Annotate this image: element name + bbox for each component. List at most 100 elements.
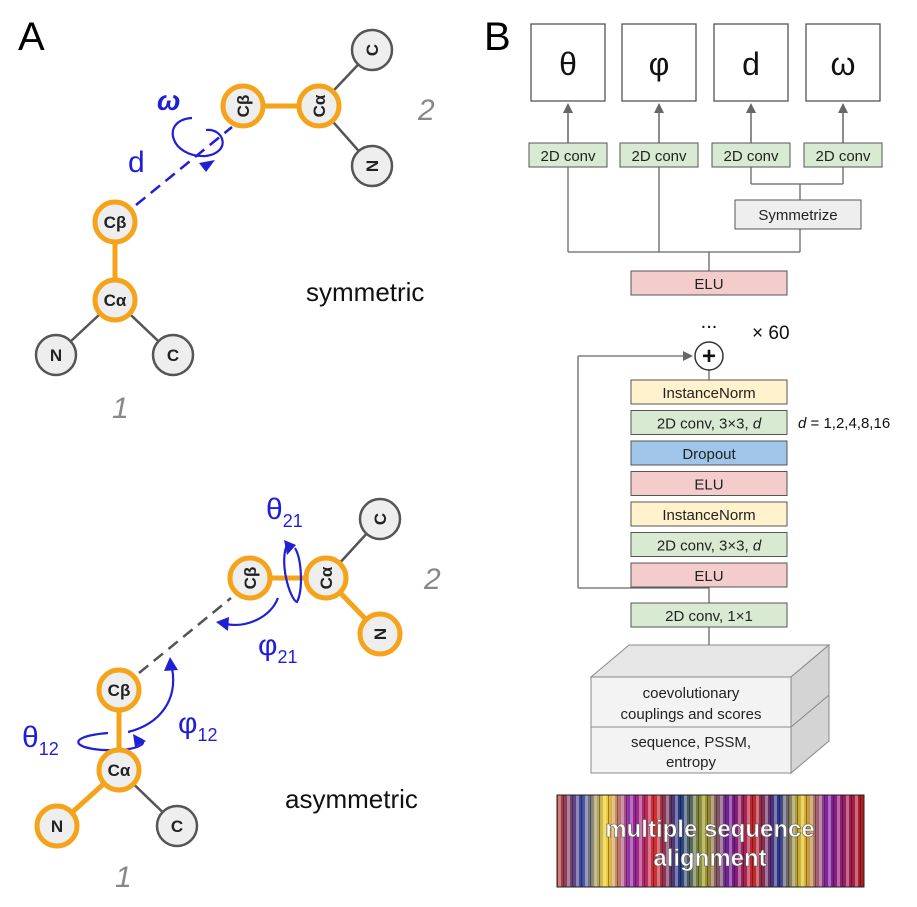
symmetrize-box: Symmetrize [734,199,862,230]
block-layer-label: ELU [694,568,723,585]
asymmetric-diagram: θ12 φ12 θ21 φ21 Cβ Cα N C Cβ Cα C N 1 2 … [22,493,441,894]
block-layer-label: InstanceNorm [662,507,755,524]
c-atom-1 [151,333,195,377]
head-conv-theta: 2D conv [528,142,608,168]
msa-label-line1: multiple sequence [605,816,814,843]
theta21-label: θ21 [266,493,303,531]
ca-label-2: Cα [310,94,329,117]
block-layer-elu: ELU [630,471,788,496]
network-diagram: θ φ d ω 2D conv 2D conv 2D con [528,23,890,888]
input-conv-label: 2D conv, 1×1 [665,608,753,625]
theta12-label: θ12 [22,721,59,759]
block-layer-norm: InstanceNorm [630,379,788,405]
head-conv-omega-label: 2D conv [815,148,871,165]
cb-atom-1 [92,199,138,245]
n-atom-2 [350,144,394,188]
feature-tensor-block: coevolutionary couplings and scores sequ… [589,643,831,775]
block-layer-dropout: Dropout [630,440,788,466]
n-atom-1b [34,803,80,849]
c-label-2b: C [371,513,390,525]
symmetric-diagram: ω d Cβ Cα N C Cβ Cα C N 1 2 symmetric [34,28,435,425]
head-conv-phi-label: 2D conv [631,148,687,165]
phi12-rotation-arrow [127,667,175,734]
cb-label-2: Cβ [234,95,253,118]
phi21-arrowhead [216,617,229,631]
ca-label-1: Cα [104,291,127,310]
msa-image: multiple sequence alignment [556,794,865,888]
output-phi-label: φ [649,46,670,82]
phi21-rotation-arrow [225,597,280,626]
phi12-arrowhead [164,657,178,671]
theta12-arrowhead [133,734,146,747]
output-theta-label: θ [559,46,577,82]
c-label-2: C [363,44,382,56]
ellipsis: ... [701,311,718,333]
residue-number-1: 1 [112,392,129,425]
head-conv-d-label: 2D conv [723,148,779,165]
distance-dashed-line [135,126,233,206]
omega-label: ω [157,85,180,116]
block-layer-elu: ELU [630,562,788,588]
residue-number-2: 2 [417,94,435,127]
panel-b-letter: B [484,15,511,59]
n-atom-1 [34,333,78,377]
theta21-rotation-arrow [283,542,302,604]
residual-add-node [694,341,724,371]
phi21-label: φ21 [258,629,297,667]
cb-label-2b: Cβ [241,567,260,590]
c-label-1: C [167,346,179,365]
repeat-count: × 60 [752,323,790,344]
residual-block-layers: InstanceNorm 2D conv, 3×3, d Dropout ELU Ins… [630,379,788,588]
ca-label-1b: Cα [108,761,131,780]
msa-label-line2: alignment [653,845,766,872]
c-atom-1b [155,804,199,848]
output-theta-box: θ [530,23,606,102]
block-layer-label: Dropout [682,446,736,463]
symmetric-caption: symmetric [306,277,424,307]
block-layer-conv: 2D conv, 3×3, d [630,410,788,435]
omega-arrowhead [199,160,215,172]
output-d-box: d [713,23,789,102]
n-label-1: N [50,346,62,365]
cb-atom-2 [220,83,266,129]
n-atom-2b [357,611,403,657]
omega-rotation-arrow [171,116,224,158]
distance-label: d [128,146,145,179]
features-bottom-line2: entropy [666,754,717,771]
symmetrize-label: Symmetrize [758,207,837,224]
dilation-note: d = 1,2,4,8,16 [798,415,890,432]
input-conv-box: 2D conv, 1×1 [630,602,788,628]
residue-number-1b: 1 [115,861,132,894]
ca-atom-1b [96,747,142,793]
block-layer-norm: InstanceNorm [630,501,788,527]
cb-atom-2b [227,555,273,601]
top-elu-label: ELU [694,276,723,293]
residual-add-symbol: + [702,343,716,370]
output-d-label: d [742,46,760,82]
cb-atom-1b [96,667,142,713]
phi12-label: φ12 [178,707,217,745]
block-layer-label: 2D conv, 3×3, d [657,538,762,555]
top-elu-box: ELU [630,270,788,296]
head-conv-omega: 2D conv [803,142,883,168]
n-label-2b: N [371,628,390,640]
c-atom-2 [350,28,394,72]
block-layer-label: ELU [694,477,723,494]
cb-label-1b: Cβ [108,681,131,700]
output-phi-box: φ [621,23,697,102]
features-bottom-line1: sequence, PSSM, [631,734,751,751]
ca-label-2b: Cα [317,566,336,589]
panel-a-letter: A [18,15,45,59]
head-conv-d: 2D conv [711,142,791,168]
output-omega-box: ω [805,23,881,102]
features-top-line1: coevolutionary [643,685,740,702]
theta21-arrowhead [284,540,296,555]
block-layer-label: 2D conv, 3×3, d [657,416,762,433]
n-label-1b: N [51,817,63,836]
block-layer-conv: 2D conv, 3×3, d [630,532,788,557]
ca-atom-2 [296,83,342,129]
ca-atom-2b [303,555,349,601]
n-label-2: N [363,160,382,172]
features-top-line2: couplings and scores [621,706,762,723]
